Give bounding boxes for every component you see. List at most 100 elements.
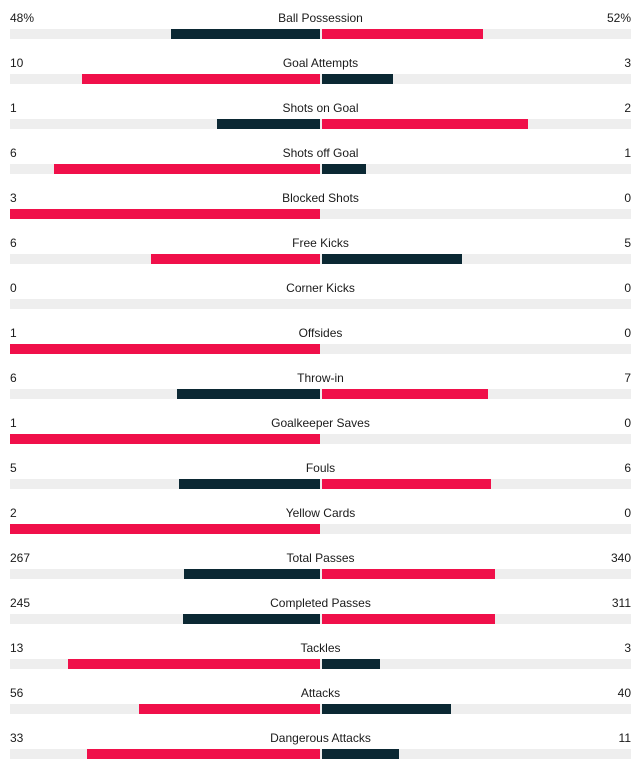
away-bar-fill <box>322 614 495 624</box>
stat-row: 245 Completed Passes 311 <box>0 585 641 630</box>
stat-label: Attacks <box>300 686 341 700</box>
away-bar-fill <box>322 659 380 669</box>
home-value: 6 <box>10 236 17 250</box>
away-bar-fill <box>322 254 462 264</box>
home-bar-track <box>10 479 321 489</box>
away-bar-fill <box>322 569 495 579</box>
home-bar-track <box>10 299 321 309</box>
away-value: 3 <box>624 56 631 70</box>
stat-row: 33 Dangerous Attacks 11 <box>0 720 641 765</box>
home-bar-track <box>10 389 321 399</box>
home-bar-track <box>10 29 321 39</box>
away-bar-track <box>321 74 631 84</box>
home-value: 3 <box>10 191 17 205</box>
stat-label: Ball Possession <box>278 11 363 25</box>
stat-row: 267 Total Passes 340 <box>0 540 641 585</box>
stat-row: 1 Goalkeeper Saves 0 <box>0 405 641 450</box>
away-value: 2 <box>624 101 631 115</box>
home-value: 5 <box>10 461 17 475</box>
home-bar-track <box>10 434 321 444</box>
away-value: 0 <box>624 416 631 430</box>
away-bar-track <box>321 614 631 624</box>
away-bar-track <box>321 164 631 174</box>
stat-label: Goal Attempts <box>282 56 359 70</box>
stat-row: 5 Fouls 6 <box>0 450 641 495</box>
stat-row: 48% Ball Possession 52% <box>0 0 641 45</box>
stat-row: 6 Throw-in 7 <box>0 360 641 405</box>
away-value: 0 <box>624 326 631 340</box>
home-value: 1 <box>10 416 17 430</box>
home-bar-fill <box>171 29 320 39</box>
away-value: 5 <box>624 236 631 250</box>
away-value: 52% <box>606 11 631 25</box>
home-bar-track <box>10 704 321 714</box>
home-value: 245 <box>10 596 31 610</box>
away-bar-track <box>321 704 631 714</box>
home-value: 267 <box>10 551 31 565</box>
stat-label: Shots off Goal <box>282 146 359 160</box>
away-bar-fill <box>322 749 399 759</box>
away-bar-track <box>321 209 631 219</box>
home-value: 6 <box>10 371 17 385</box>
away-bar-track <box>321 389 631 399</box>
home-bar-track <box>10 209 321 219</box>
home-bar-fill <box>217 119 320 129</box>
away-bar-track <box>321 569 631 579</box>
stat-label: Yellow Cards <box>285 506 356 520</box>
stat-row: 2 Yellow Cards 0 <box>0 495 641 540</box>
away-bar-fill <box>322 704 451 714</box>
away-value: 7 <box>624 371 631 385</box>
home-bar-fill <box>10 344 320 354</box>
away-bar-track <box>321 29 631 39</box>
away-value: 11 <box>618 731 631 745</box>
away-value: 1 <box>624 146 631 160</box>
stat-label: Free Kicks <box>292 236 349 250</box>
home-bar-fill <box>183 614 320 624</box>
home-bar-track <box>10 749 321 759</box>
home-value: 2 <box>10 506 17 520</box>
home-bar-track <box>10 74 321 84</box>
away-bar-track <box>321 344 631 354</box>
away-bar-track <box>321 119 631 129</box>
home-bar-track <box>10 524 321 534</box>
home-bar-fill <box>10 209 320 219</box>
away-value: 0 <box>624 281 631 295</box>
stat-row: 1 Shots on Goal 2 <box>0 90 641 135</box>
home-value: 10 <box>10 56 24 70</box>
home-bar-fill <box>82 74 320 84</box>
stat-label: Corner Kicks <box>286 281 355 295</box>
home-value: 1 <box>10 326 17 340</box>
stat-label: Throw-in <box>297 371 344 385</box>
stat-row: 1 Offsides 0 <box>0 315 641 360</box>
home-value: 13 <box>10 641 24 655</box>
home-bar-fill <box>177 389 320 399</box>
home-value: 0 <box>10 281 17 295</box>
stat-label: Goalkeeper Saves <box>271 416 370 430</box>
stat-label: Total Passes <box>286 551 355 565</box>
home-bar-track <box>10 659 321 669</box>
away-value: 311 <box>611 596 631 610</box>
home-bar-fill <box>68 659 320 669</box>
away-bar-track <box>321 299 631 309</box>
away-value: 0 <box>624 191 631 205</box>
away-bar-track <box>321 524 631 534</box>
stat-label: Blocked Shots <box>282 191 359 205</box>
home-value: 48% <box>10 11 35 25</box>
away-value: 6 <box>624 461 631 475</box>
home-bar-fill <box>139 704 320 714</box>
home-value: 33 <box>10 731 24 745</box>
away-bar-fill <box>322 479 491 489</box>
home-value: 56 <box>10 686 24 700</box>
stat-row: 6 Free Kicks 5 <box>0 225 641 270</box>
stat-label: Fouls <box>305 461 336 475</box>
away-bar-fill <box>322 74 393 84</box>
away-value: 0 <box>624 506 631 520</box>
stat-label: Offsides <box>298 326 343 340</box>
away-bar-track <box>321 434 631 444</box>
stat-label: Tackles <box>300 641 341 655</box>
home-bar-track <box>10 614 321 624</box>
home-bar-track <box>10 119 321 129</box>
away-bar-fill <box>322 389 488 399</box>
home-bar-track <box>10 344 321 354</box>
